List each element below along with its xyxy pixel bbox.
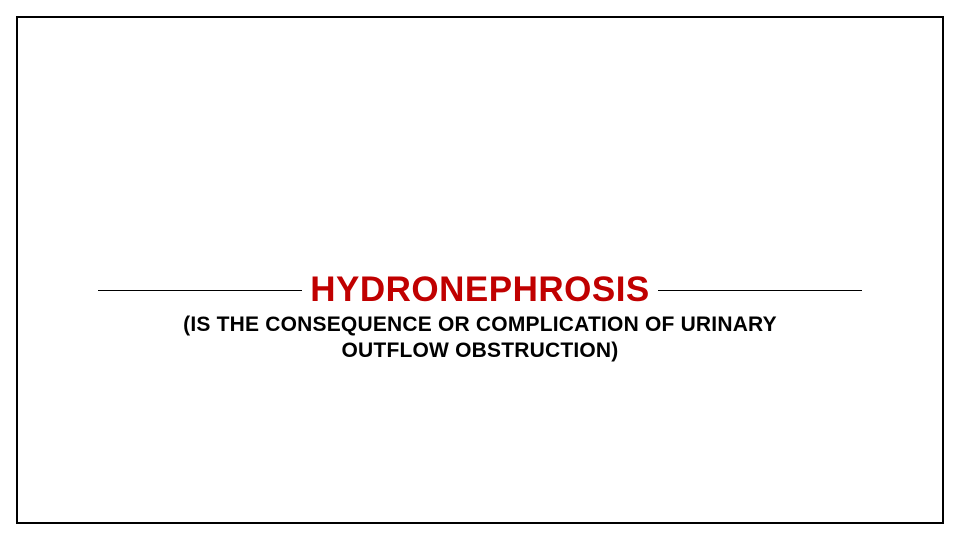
slide-frame: HYDRONEPHROSIS (IS THE CONSEQUENCE OR CO… <box>16 16 944 524</box>
title-row: HYDRONEPHROSIS <box>18 270 942 310</box>
slide-subtitle: (IS THE CONSEQUENCE OR COMPLICATION OF U… <box>18 312 942 365</box>
divider-line-left <box>98 290 302 291</box>
content-wrapper: HYDRONEPHROSIS (IS THE CONSEQUENCE OR CO… <box>18 270 942 365</box>
slide-title: HYDRONEPHROSIS <box>302 270 658 310</box>
divider-line-right <box>658 290 862 291</box>
